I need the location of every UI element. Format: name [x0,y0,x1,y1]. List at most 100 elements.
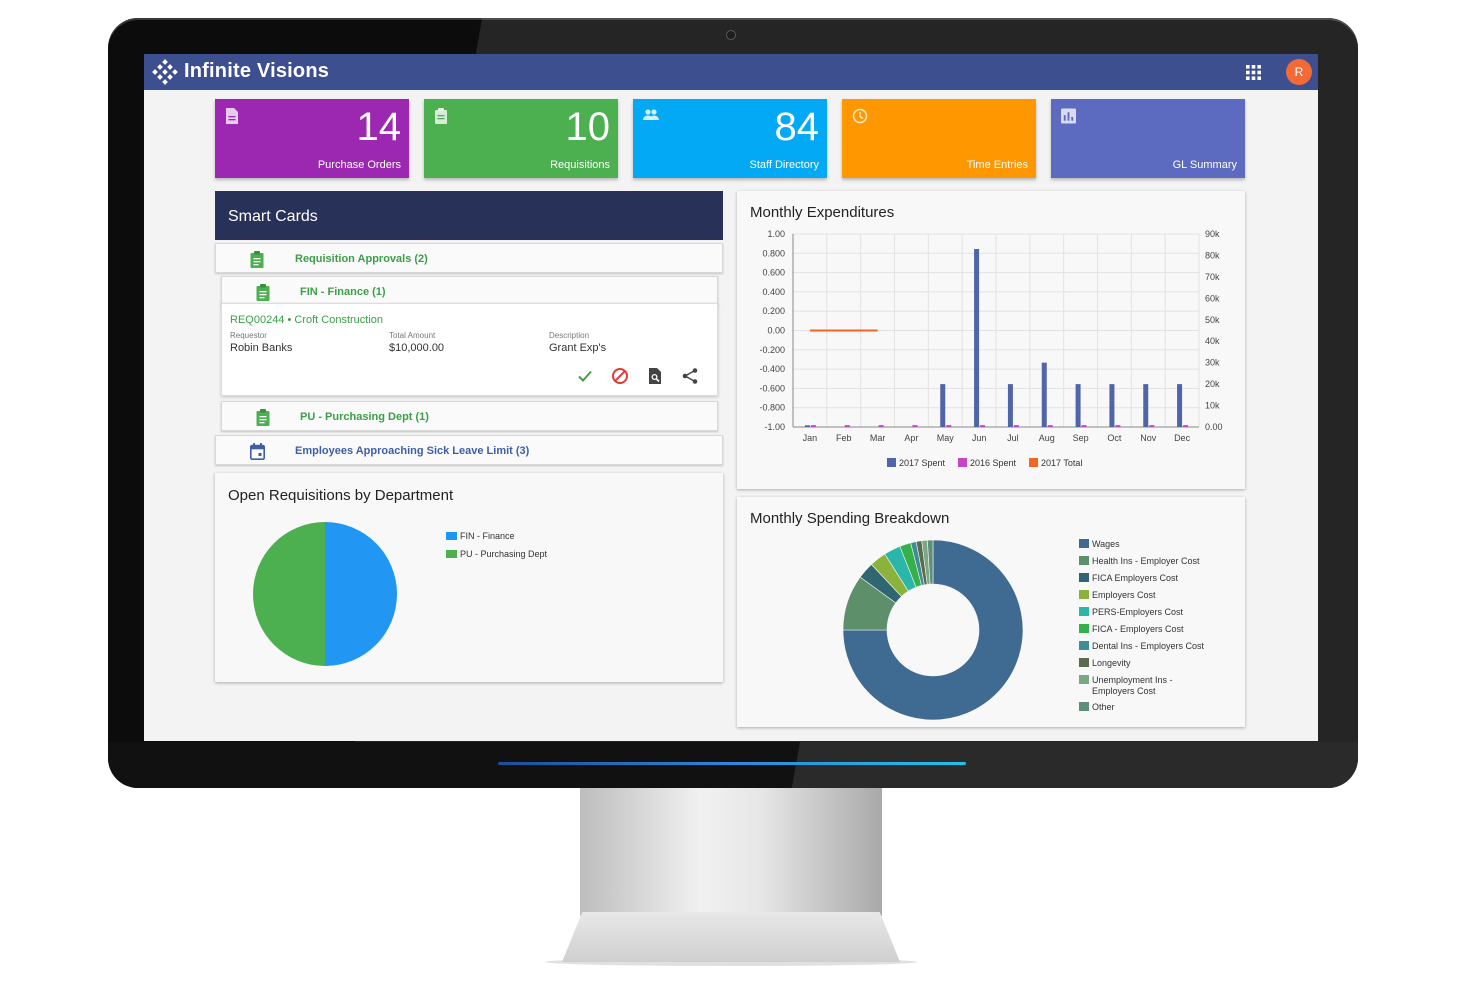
legend-fin-finance: FIN - Finance [446,531,515,541]
y-tick-label-right: 50k [1205,315,1220,325]
legend-item: Dental Ins - Employers Cost [1079,641,1204,651]
legend-swatch [1079,573,1089,582]
bar-2017-spent-dec [1177,384,1183,427]
bar-2016-spent-jun [980,425,986,428]
tile-count: 84 [774,105,820,149]
legend-swatch [446,550,457,558]
smart-cards-header: Smart Cards [215,191,723,240]
legend-item: FICA Employers Cost [1079,573,1178,583]
legend-label: Employers Cost [1092,590,1156,600]
tile-purchase-orders[interactable]: 14 Purchase Orders [215,99,409,178]
requisition-approvals-row[interactable]: Requisition Approvals (2) [215,243,723,273]
bar-chart-icon [1061,108,1076,124]
y-tick-label-right: 90k [1205,229,1220,239]
tile-label: Purchase Orders [317,159,401,171]
bar-2017-spent-oct [1109,384,1115,427]
share-icon[interactable] [681,367,699,385]
x-tick-label: Mar [870,433,886,443]
view-document-icon[interactable] [646,367,664,385]
monthly-expenditures-panel: Monthly Expenditures 1.00 0.800 0.600 0.400… [737,191,1245,489]
bar-2017-spent-jul [1007,384,1013,427]
apps-grid-icon[interactable] [1246,65,1261,80]
reject-icon[interactable] [611,367,629,385]
x-tick-label: Jul [1007,433,1019,443]
description-caption: Description [549,331,590,340]
spending-breakdown-panel: Monthly Spending Breakdown Wages Health I… [737,497,1245,727]
legend-item: Longevity [1079,658,1131,668]
legend-pu-purchasing: PU - Purchasing Dept [446,549,547,559]
y-tick-label-right: 0.00 [1205,422,1223,432]
legend-swatch [446,532,457,540]
tile-requisitions[interactable]: 10 Requisitions [424,99,618,178]
clipboard-icon [256,284,270,301]
legend-label-line: Unemployment Ins - [1092,675,1173,685]
tile-label: Requisitions [550,159,610,171]
pie-slice-2 [253,522,325,666]
pu-purchasing-group[interactable]: PU - Purchasing Dept (1) [221,401,718,431]
legend-swatch [1079,702,1089,711]
y-tick-label-left: 0.200 [762,306,785,316]
y-tick-label-left: 0.400 [762,287,785,297]
people-icon [643,109,659,120]
legend-label: FIN - Finance [460,531,515,541]
y-tick-label-right: 80k [1205,250,1220,260]
bar-2016-spent-jan [810,425,816,428]
y-tick-label-left: -0.200 [759,345,785,355]
fin-finance-group[interactable]: FIN - Finance (1) [221,276,718,306]
amount-caption: Total Amount [389,331,436,340]
y-tick-label-right: 60k [1205,293,1220,303]
monitor-stand-shadow [545,958,917,966]
legend-label: Health Ins - Employer Cost [1092,556,1200,566]
y-tick-label-left: 1.00 [767,229,785,239]
x-tick-label: Nov [1140,433,1157,443]
bar-2017-spent-nov [1143,384,1149,427]
tile-time-entries[interactable]: Time Entries [842,99,1036,178]
diamond-dots-logo-icon[interactable] [152,59,178,85]
monthly-expenditures-chart: 1.00 0.800 0.600 0.400 0.200 0.00 -0.200 -0.400… [759,229,1223,443]
app-title: Infinite Visions [184,60,330,82]
bar-2017-spent-sep [1075,384,1081,427]
top-bar: Infinite Visions R [144,54,1318,90]
sick-leave-row[interactable]: Employees Approaching Sick Leave Limit (… [215,435,723,465]
spending-breakdown-title: Monthly Spending Breakdown [750,510,950,527]
document-icon [226,108,238,124]
y-tick-label-left: -0.800 [759,403,785,413]
sick-leave-label: Employees Approaching Sick Leave Limit (… [295,445,530,457]
tile-gl-summary[interactable]: GL Summary [1051,99,1245,178]
x-tick-label: Aug [1039,433,1055,443]
legend-swatch [1079,675,1089,684]
y-tick-label-left: 0.800 [762,248,785,258]
y-tick-label-left: -0.600 [759,383,785,393]
legend-label: 2016 Spent [970,458,1017,468]
requisition-approvals-label: Requisition Approvals (2) [295,253,428,265]
legend-label: PU - Purchasing Dept [460,549,548,559]
legend-label: Other [1092,702,1115,712]
legend-swatch [958,458,967,467]
monthly-expenditures-title: Monthly Expenditures [750,204,895,221]
bar-2016-spent-mar [878,425,884,428]
monitor-light-bar [498,762,966,765]
clipboard-icon [435,108,447,124]
legend-swatch [1079,658,1089,667]
donut-slice-1 [842,539,1024,721]
y-tick-label-right: 10k [1205,401,1220,411]
x-tick-label: Jun [972,433,987,443]
legend-item: Unemployment Ins - Employers Cost [1079,675,1173,697]
clock-icon [852,108,868,124]
open-requisitions-panel: Open Requisitions by Department FIN - Fi… [215,473,723,682]
legend-item: FICA - Employers Cost [1079,624,1184,634]
x-tick-label: Sep [1073,433,1089,443]
monitor-stand-base [562,912,900,962]
tile-label: Time Entries [966,159,1028,171]
y-tick-label-left: 0.600 [762,268,785,278]
user-avatar[interactable]: R [1286,59,1312,85]
requisition-id[interactable]: REQ00244 • Croft Construction [230,314,384,326]
legend-label: 2017 Spent [899,458,946,468]
legend-label: Wages [1092,539,1120,549]
approve-check-icon[interactable] [576,367,594,385]
app-screen: Infinite Visions R 14 Purchase Orders 10… [144,54,1318,741]
tile-staff-directory[interactable]: 84 Staff Directory [633,99,827,178]
legend-label: PERS-Employers Cost [1092,607,1184,617]
tile-label: Staff Directory [749,159,820,171]
tile-count: 10 [565,105,611,149]
